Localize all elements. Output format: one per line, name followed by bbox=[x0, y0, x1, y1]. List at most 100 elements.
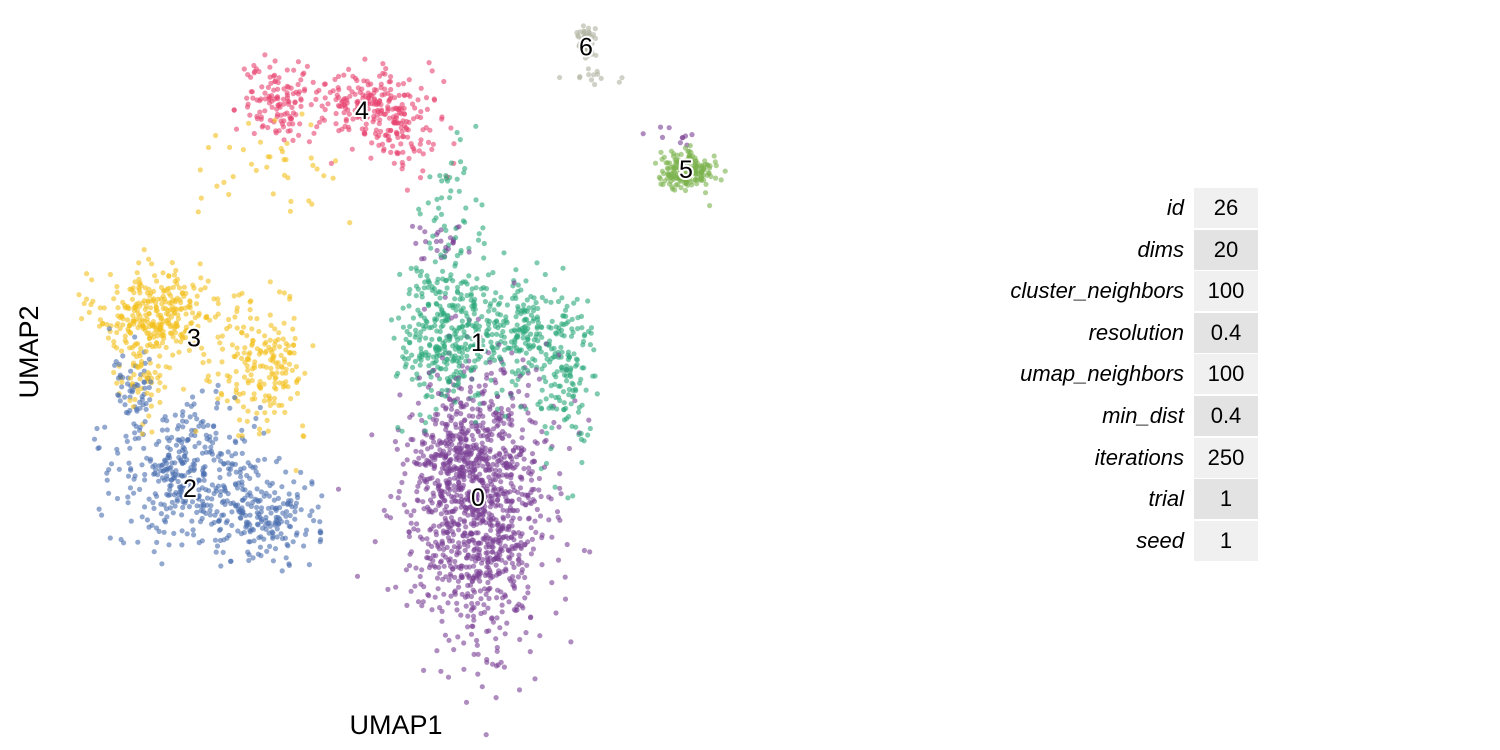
cluster-3-point bbox=[219, 346, 226, 352]
cluster-1-point bbox=[439, 318, 445, 324]
cluster-3-point bbox=[300, 423, 306, 429]
cluster-4-point bbox=[231, 107, 237, 113]
cluster-4-point bbox=[335, 103, 342, 109]
cluster-3-point bbox=[160, 318, 166, 325]
cluster-4-point bbox=[374, 134, 380, 140]
cluster-0-point bbox=[451, 521, 457, 527]
cluster-2-point bbox=[222, 488, 228, 494]
cluster-2-point bbox=[213, 549, 219, 555]
cluster-4-point bbox=[360, 95, 366, 101]
cluster-2-point bbox=[176, 423, 182, 429]
cluster-1-point bbox=[501, 347, 508, 353]
cluster-0-point bbox=[473, 457, 479, 463]
cluster-3-point bbox=[287, 350, 293, 356]
cluster-4-point bbox=[288, 85, 294, 91]
cluster-1-point bbox=[553, 374, 559, 380]
cluster-0-point bbox=[485, 559, 491, 565]
cluster-0-point bbox=[413, 240, 419, 246]
cluster-1-point bbox=[475, 346, 482, 352]
cluster-4-point bbox=[365, 96, 371, 102]
cluster-0-point bbox=[470, 478, 476, 484]
cluster-3-point bbox=[120, 322, 126, 328]
cluster-1-point bbox=[451, 388, 457, 394]
cluster-1-point bbox=[412, 334, 418, 340]
cluster-4-point bbox=[266, 96, 272, 102]
cluster-1-point bbox=[408, 265, 414, 271]
cluster-1-point bbox=[441, 344, 447, 350]
cluster-6-point bbox=[585, 25, 592, 31]
cluster-1-point bbox=[521, 302, 527, 308]
cluster-2-point bbox=[285, 543, 291, 549]
cluster-1-point bbox=[430, 368, 436, 374]
param-value: 1 bbox=[1194, 479, 1258, 520]
cluster-3-point bbox=[134, 307, 140, 313]
cluster-3-point bbox=[217, 340, 223, 346]
cluster-0-point bbox=[442, 294, 448, 300]
cluster-0-point bbox=[445, 600, 451, 606]
cluster-3-point bbox=[276, 344, 283, 350]
cluster-3-point bbox=[271, 346, 277, 352]
cluster-0-point bbox=[415, 400, 421, 406]
cluster-1-point bbox=[474, 276, 480, 282]
cluster-2-point bbox=[155, 472, 161, 478]
cluster-3-point bbox=[131, 342, 138, 349]
cluster-1-point bbox=[458, 280, 464, 286]
cluster-3-point bbox=[267, 337, 273, 343]
cluster-0-point bbox=[423, 239, 429, 245]
cluster-0-point bbox=[413, 448, 419, 454]
cluster-1-point bbox=[435, 276, 441, 282]
cluster-4-point bbox=[368, 155, 374, 161]
cluster-5-point bbox=[697, 176, 703, 183]
cluster-2-point bbox=[278, 531, 284, 537]
cluster-0-point bbox=[501, 454, 507, 460]
cluster-0-point bbox=[549, 534, 555, 540]
cluster-4-point bbox=[316, 119, 323, 125]
cluster-3-point bbox=[234, 305, 240, 311]
cluster-0-point bbox=[438, 559, 444, 565]
cluster-3-point bbox=[170, 352, 176, 358]
cluster-0-point bbox=[470, 575, 476, 581]
cluster-0-point bbox=[495, 502, 501, 508]
cluster-6-point bbox=[577, 43, 583, 50]
cluster-3-point bbox=[163, 305, 169, 312]
cluster-3-point bbox=[271, 353, 277, 359]
cluster-3-point bbox=[189, 341, 196, 347]
cluster-0-point bbox=[415, 527, 421, 533]
cluster-0-point bbox=[471, 604, 477, 611]
cluster-3-point bbox=[79, 316, 85, 322]
cluster-3-point bbox=[193, 428, 199, 434]
cluster-0-point bbox=[408, 436, 414, 442]
cluster-5-point bbox=[689, 160, 695, 166]
cluster-0-point bbox=[452, 558, 458, 565]
cluster-0-point bbox=[456, 550, 462, 556]
cluster-0-point bbox=[470, 397, 476, 403]
cluster-4-point bbox=[347, 93, 353, 99]
cluster-0-point bbox=[423, 486, 429, 492]
cluster-0-point bbox=[521, 456, 527, 462]
cluster-2-point bbox=[127, 407, 133, 414]
cluster-0-point bbox=[484, 372, 490, 378]
cluster-0-point bbox=[490, 619, 496, 625]
cluster-1-point bbox=[430, 233, 436, 239]
cluster-1-point bbox=[429, 394, 435, 400]
cluster-2-point bbox=[207, 437, 213, 443]
cluster-3-point bbox=[149, 261, 155, 267]
cluster-0-point bbox=[501, 664, 507, 670]
cluster-2-point bbox=[215, 483, 222, 489]
cluster-0-point bbox=[457, 450, 463, 456]
cluster-4-point bbox=[321, 81, 328, 87]
cluster-2-point bbox=[284, 519, 290, 525]
cluster-2-point bbox=[209, 482, 215, 488]
cluster-2-point bbox=[185, 436, 191, 443]
cluster-3-point bbox=[197, 167, 203, 173]
cluster-0-point bbox=[478, 448, 484, 454]
cluster-2-point bbox=[218, 488, 224, 495]
cluster-3-point bbox=[124, 317, 131, 323]
cluster-2-point bbox=[156, 528, 162, 535]
cluster-3-point bbox=[169, 260, 175, 266]
cluster-1-point bbox=[580, 342, 586, 348]
cluster-1-point bbox=[559, 364, 565, 370]
cluster-1-point bbox=[559, 349, 565, 355]
cluster-0-point bbox=[476, 549, 482, 555]
cluster-0-point bbox=[442, 465, 448, 472]
